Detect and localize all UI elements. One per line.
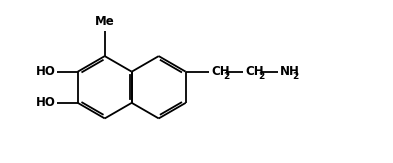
Text: HO: HO (36, 96, 56, 109)
Text: CH: CH (211, 65, 230, 78)
Text: CH: CH (246, 65, 264, 78)
Text: 2: 2 (292, 72, 299, 81)
Text: HO: HO (36, 65, 56, 78)
Text: 2: 2 (223, 72, 230, 81)
Text: Me: Me (95, 15, 115, 28)
Text: 2: 2 (258, 72, 264, 81)
Text: NH: NH (280, 65, 300, 78)
